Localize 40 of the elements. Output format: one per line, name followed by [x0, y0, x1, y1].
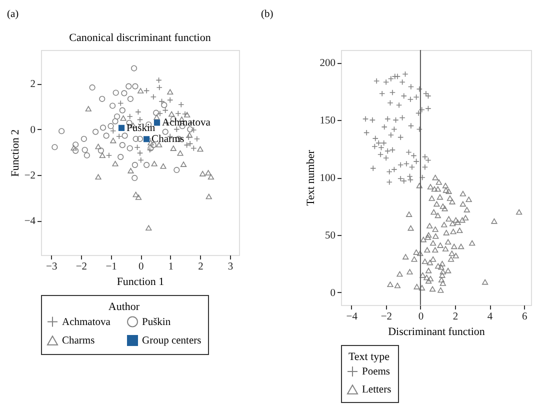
annotation: Achmatova [162, 118, 211, 129]
x-axis-title: Discriminant function [388, 326, 486, 338]
text: (b) [261, 9, 274, 20]
x-tick-label: −2 [76, 262, 88, 272]
y-axis-title: Function 2 [9, 129, 22, 177]
y-tick-label: 50 [325, 230, 336, 242]
x-tick-label: −1 [106, 262, 117, 272]
x-tick-label: 0 [138, 262, 144, 272]
legend-label: Achmatova [62, 316, 111, 328]
legend-label: Group centers [142, 336, 202, 346]
x-tick-label: 2 [198, 262, 204, 272]
y-tick-label: 100 [320, 173, 336, 184]
legend-label: Charms [62, 336, 95, 346]
x-tick-label: −3 [46, 262, 58, 272]
text: (a) [7, 9, 20, 20]
x-tick-label: 6 [522, 312, 528, 322]
y-tick-label: −2 [24, 170, 36, 182]
x-tick-label: 1 [168, 262, 174, 272]
x-axis-title: Function 1 [116, 276, 164, 288]
y-tick-label: −4 [24, 216, 36, 228]
legend-label: Letters [362, 384, 392, 396]
chart-title: Canonical discriminant function [69, 32, 212, 44]
y-tick-label: 200 [320, 58, 336, 70]
legend-label: Puškin [142, 316, 172, 328]
legend-title: Author [108, 301, 140, 313]
x-tick-label: 2 [452, 312, 458, 322]
x-tick-label: −4 [346, 312, 358, 322]
y-tick-label: 0 [330, 288, 336, 299]
legend-title: Text type [348, 351, 390, 363]
x-tick-label: 0 [418, 312, 424, 322]
legend-label: Poems [362, 366, 390, 378]
x-tick-label: 4 [487, 312, 494, 322]
y-tick-label: 0 [30, 124, 36, 136]
y-tick-label: 2 [30, 79, 36, 90]
annotation: Charms [152, 134, 184, 146]
y-tick-label: 150 [320, 116, 336, 127]
x-tick-label: 3 [228, 262, 234, 272]
y-axis-title: Text number [304, 150, 317, 206]
x-tick-label: −2 [380, 312, 392, 322]
annotation: Puškin [126, 122, 156, 134]
